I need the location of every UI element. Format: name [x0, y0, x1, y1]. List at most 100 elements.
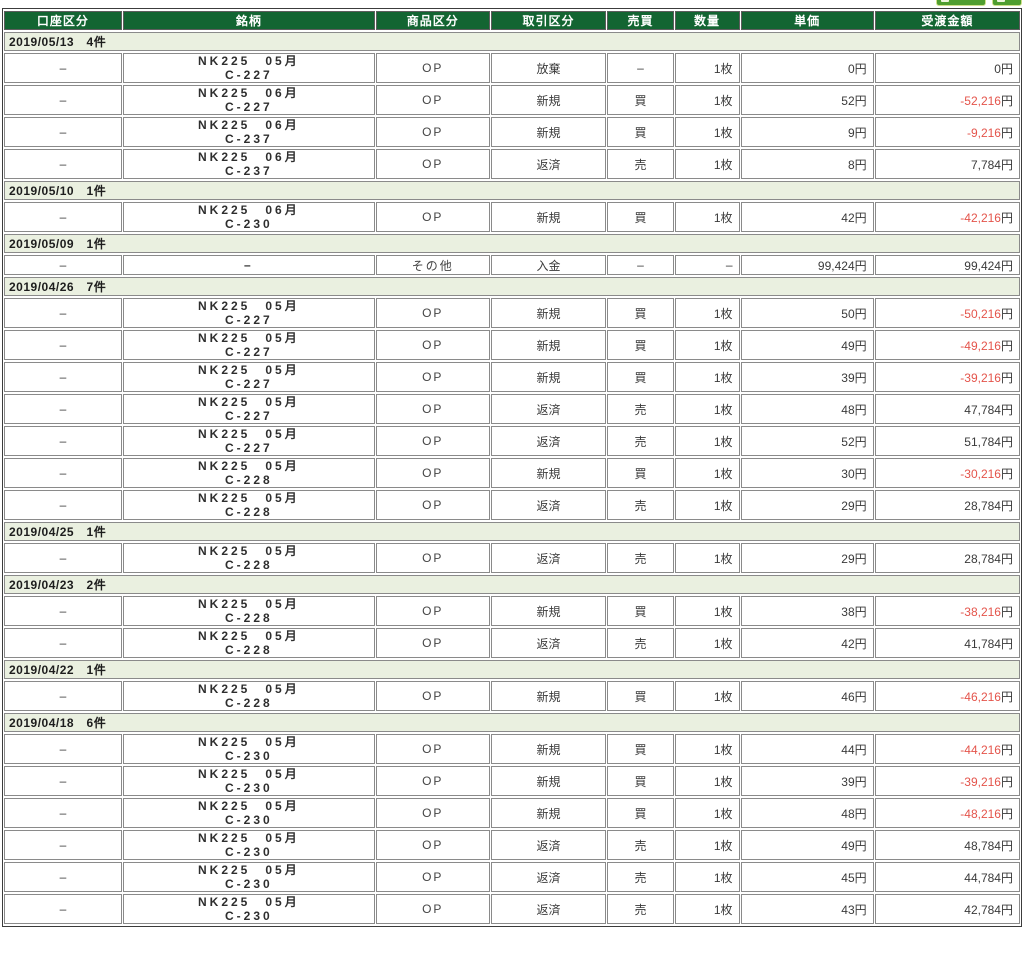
instrument-name-line2: C-237: [225, 132, 273, 146]
buy-sell-cell: 買: [607, 330, 674, 360]
settlement-amount-value: -52,216: [960, 93, 1001, 108]
buy-sell-cell: 売: [607, 830, 674, 860]
buy-sell-cell: 買: [607, 362, 674, 392]
instrument-name-cell: NK225 05月 C-230: [122, 894, 375, 924]
product-type-cell: OP: [375, 766, 490, 796]
product-type-cell: OP: [375, 53, 490, 83]
trade-type-cell: 返済: [490, 149, 607, 179]
date-group-row: 2019/04/23 2件: [4, 575, 1020, 594]
trade-type-cell: 新規: [490, 298, 607, 328]
buy-sell-cell: 買: [607, 798, 674, 828]
account-type-cell: –: [4, 862, 122, 892]
instrument-name-cell: NK225 05月 C-228: [122, 543, 375, 573]
quantity-cell: 1枚: [674, 330, 740, 360]
buy-sell-cell: 買: [607, 458, 674, 488]
instrument-name-line1: NK225 05月: [198, 363, 300, 377]
instrument-name-line2: C-227: [225, 313, 273, 327]
buy-sell-cell: 売: [607, 894, 674, 924]
trade-type-cell: 返済: [490, 490, 607, 520]
unit-price-cell: 52円: [740, 85, 874, 115]
date-group-label: 2019/05/10 1件: [4, 181, 1020, 200]
settlement-amount-value: -42,216: [960, 210, 1001, 225]
quantity-cell: 1枚: [674, 149, 740, 179]
instrument-name-cell: NK225 06月 C-227: [122, 85, 375, 115]
product-type-cell: OP: [375, 458, 490, 488]
toolbar-button-2[interactable]: [992, 0, 1022, 6]
trade-type-cell: 新規: [490, 202, 607, 232]
table-row: – NK225 05月 C-230 OP 新規買 1枚 39円 -39,216円: [4, 766, 1020, 796]
date-group-label: 2019/04/26 7件: [4, 277, 1020, 296]
instrument-name-line2: C-227: [225, 345, 273, 359]
settlement-amount-value: -39,216: [960, 774, 1001, 789]
settlement-amount-value: 28,784: [964, 498, 1001, 513]
trade-type-cell: 新規: [490, 681, 607, 711]
settlement-amount-unit: 円: [1000, 61, 1013, 76]
product-type-cell: OP: [375, 202, 490, 232]
settlement-amount-unit: 円: [1000, 370, 1013, 385]
instrument-name-cell: NK225 05月 C-230: [122, 734, 375, 764]
unit-price-cell: 42円: [740, 628, 874, 658]
settlement-amount-value: -50,216: [960, 306, 1001, 321]
instrument-name-line2: C-227: [225, 377, 273, 391]
instrument-name-cell: NK225 06月 C-230: [122, 202, 375, 232]
quantity-cell: 1枚: [674, 85, 740, 115]
unit-price-cell: 29円: [740, 490, 874, 520]
buy-sell-cell: 買: [607, 596, 674, 626]
settlement-amount-value: 41,784: [964, 636, 1001, 651]
product-type-cell: OP: [375, 149, 490, 179]
toolbar-button-1[interactable]: [936, 0, 986, 6]
instrument-name-line2: C-227: [225, 100, 273, 114]
instrument-name-line1: NK225 06月: [198, 203, 300, 217]
instrument-name-cell: NK225 05月 C-230: [122, 830, 375, 860]
product-type-cell: OP: [375, 628, 490, 658]
product-type-cell: その他: [375, 255, 490, 275]
settlement-amount-cell: -44,216円: [874, 734, 1020, 764]
column-header-product: 商品区分: [375, 11, 490, 30]
quantity-cell: 1枚: [674, 543, 740, 573]
unit-price-cell: 43円: [740, 894, 874, 924]
buy-sell-cell: –: [607, 53, 674, 83]
account-type-cell: –: [4, 255, 122, 275]
settlement-amount-cell: -30,216円: [874, 458, 1020, 488]
unit-price-cell: 0円: [740, 53, 874, 83]
account-type-cell: –: [4, 458, 122, 488]
product-type-cell: OP: [375, 330, 490, 360]
trade-type-cell: 新規: [490, 458, 607, 488]
instrument-name-line1: NK225 05月: [198, 459, 300, 473]
account-type-cell: –: [4, 53, 122, 83]
product-type-cell: OP: [375, 830, 490, 860]
unit-price-cell: 48円: [740, 394, 874, 424]
trade-type-cell: 新規: [490, 596, 607, 626]
account-type-cell: –: [4, 298, 122, 328]
settlement-amount-unit: 円: [1000, 774, 1013, 789]
unit-price-cell: 42円: [740, 202, 874, 232]
settlement-amount-cell: 28,784円: [874, 543, 1020, 573]
settlement-amount-cell: 28,784円: [874, 490, 1020, 520]
date-group-label: 2019/04/25 1件: [4, 522, 1020, 541]
instrument-name-line1: NK225 05月: [198, 299, 300, 313]
top-toolbar: [0, 0, 1024, 8]
trade-type-cell: 新規: [490, 117, 607, 147]
quantity-cell: 1枚: [674, 830, 740, 860]
trade-type-cell: 返済: [490, 543, 607, 573]
trade-type-cell: 返済: [490, 830, 607, 860]
instrument-name-line2: C-227: [225, 409, 273, 423]
instrument-name-line2: C-230: [225, 217, 273, 231]
product-type-cell: OP: [375, 862, 490, 892]
date-group-row: 2019/04/18 6件: [4, 713, 1020, 732]
product-type-cell: OP: [375, 394, 490, 424]
account-type-cell: –: [4, 798, 122, 828]
quantity-cell: 1枚: [674, 394, 740, 424]
date-group-row: 2019/05/09 1件: [4, 234, 1020, 253]
instrument-name-line1: NK225 05月: [198, 799, 300, 813]
quantity-cell: 1枚: [674, 734, 740, 764]
account-type-cell: –: [4, 85, 122, 115]
instrument-name-line1: NK225 05月: [198, 331, 300, 345]
instrument-name-line2: C-228: [225, 643, 273, 657]
instrument-name-line1: NK225 05月: [198, 682, 300, 696]
date-group-row: 2019/05/13 4件: [4, 32, 1020, 51]
settlement-amount-value: -30,216: [960, 466, 1001, 481]
trade-type-cell: 返済: [490, 894, 607, 924]
settlement-amount-unit: 円: [1000, 466, 1013, 481]
unit-price-cell: 38円: [740, 596, 874, 626]
